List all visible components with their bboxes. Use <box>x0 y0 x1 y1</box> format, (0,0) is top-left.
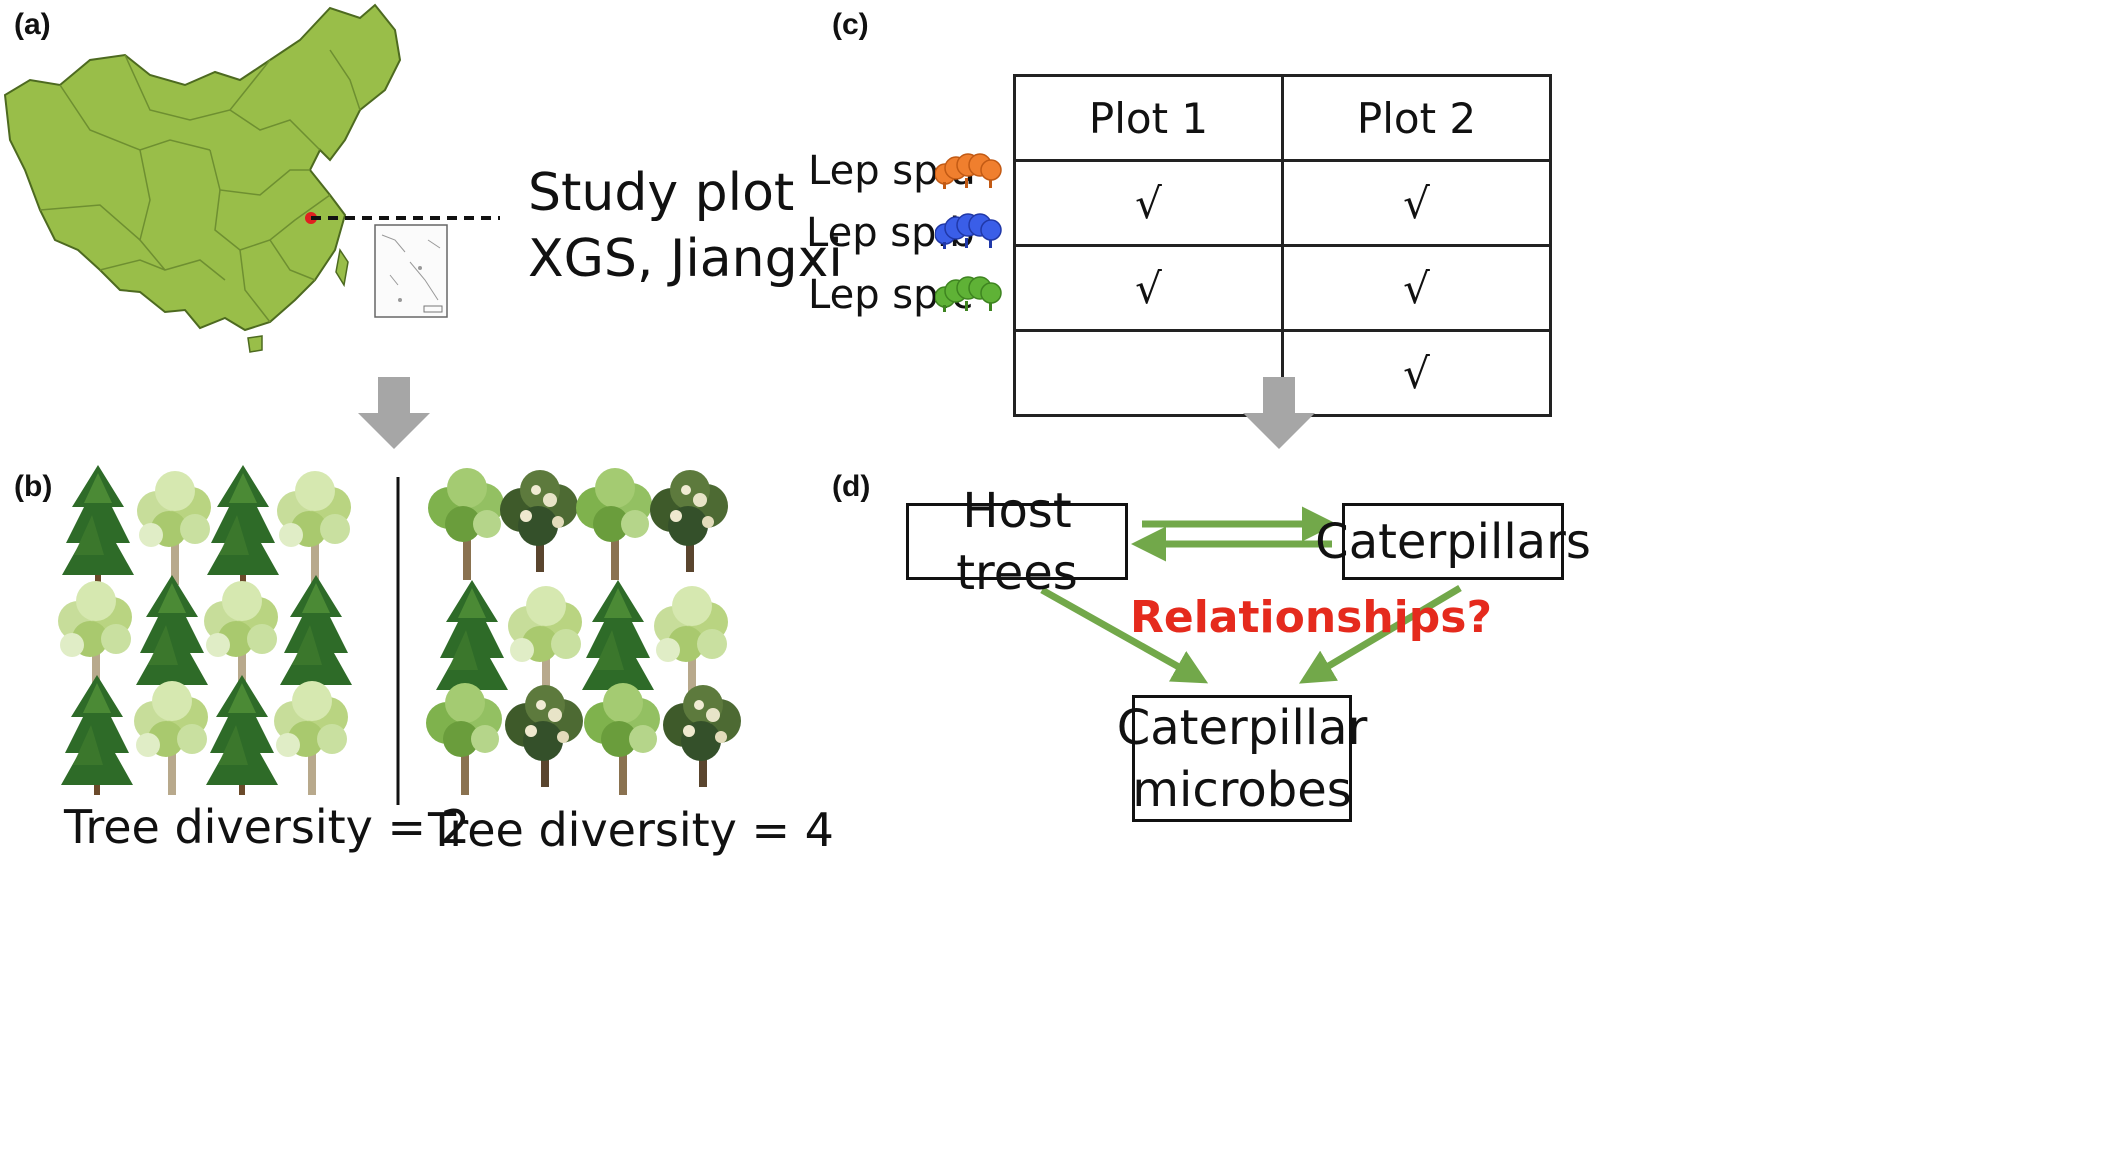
caterpillar-icon-green <box>935 276 1002 312</box>
right-plot-caption: Tree diversity = 4 <box>428 803 834 857</box>
caterpillar-icon-blue <box>935 213 1002 249</box>
host-trees-label: Host trees <box>956 482 1078 601</box>
panel-b-label: (b) <box>14 470 53 503</box>
microbes-line-2: microbes <box>1132 761 1352 818</box>
caterpillar-icon-orange <box>935 153 1002 189</box>
relationships-question: Relationships? <box>1130 592 1492 643</box>
study-plot-line-2: XGS, Jiangxi <box>528 229 843 289</box>
study-plot-line-1: Study plot <box>528 163 795 223</box>
table-cell <box>1013 329 1284 417</box>
arrow-trees-to-microbes <box>1040 586 1209 684</box>
tree-plots <box>58 465 741 805</box>
table-cell: √ <box>1281 159 1552 247</box>
china-mainland-shape <box>3 3 402 332</box>
left-plot-trees <box>58 465 352 795</box>
caterpillars-box: Caterpillars <box>1315 503 1591 580</box>
table-row: √ √ <box>1013 244 1552 332</box>
table-row: √ <box>1013 329 1552 417</box>
table-header-row: Plot 1 Plot 2 <box>1013 74 1552 162</box>
presence-table: Plot 1 Plot 2 √ √ √ √ √ <box>1013 74 1552 417</box>
panel-d-label: (d) <box>832 470 871 503</box>
column-header: Plot 2 <box>1281 74 1552 162</box>
column-header: Plot 1 <box>1013 74 1284 162</box>
down-arrow-right <box>1243 377 1315 449</box>
panel-a-label: (a) <box>14 8 51 41</box>
province-borders <box>39 49 361 323</box>
table-cell: √ <box>1013 159 1284 247</box>
hainan-shape <box>247 335 263 353</box>
south-sea-inset <box>374 224 448 318</box>
microbes-box: Caterpillar microbes <box>1117 695 1367 822</box>
arrow-caterpillars-to-microbes <box>1298 584 1462 684</box>
relationship-arrows <box>1040 506 1462 684</box>
taiwan-shape <box>335 248 349 288</box>
caterpillars-label: Caterpillars <box>1315 513 1591 570</box>
host-trees-box: Host trees <box>906 483 1128 601</box>
china-map <box>3 3 500 353</box>
table-cell: √ <box>1281 329 1552 417</box>
down-arrow-left <box>358 377 430 449</box>
right-plot-trees <box>426 468 741 795</box>
table-cell: √ <box>1013 244 1284 332</box>
table-cell: √ <box>1281 244 1552 332</box>
left-plot-caption: Tree diversity = 2 <box>64 800 470 854</box>
microbes-line-1: Caterpillar <box>1116 699 1368 756</box>
panel-c-label: (c) <box>832 8 869 41</box>
table-row: √ √ <box>1013 159 1552 247</box>
study-plot-label: Study plot XGS, Jiangxi <box>528 160 843 292</box>
